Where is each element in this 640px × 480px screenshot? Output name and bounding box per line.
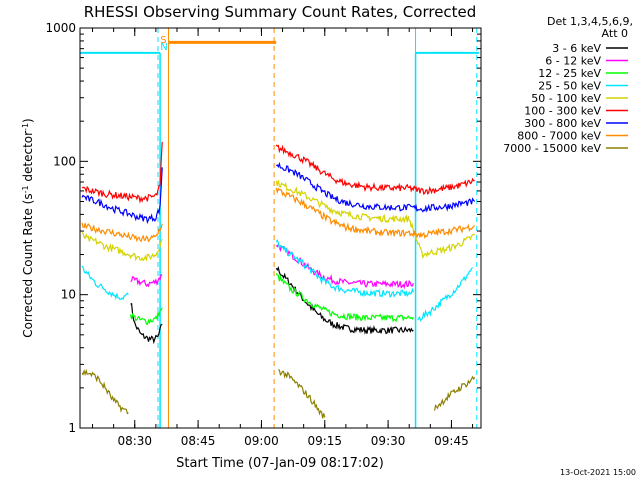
y-tick-label: 1000 [45,21,76,35]
series-line [81,222,163,243]
series-line [81,167,163,225]
x-tick-label: 08:45 [181,434,216,448]
legend-title-detectors: Det 1,3,4,5,6,9, [547,15,633,28]
series-line [275,187,476,240]
series-line [417,267,474,322]
series-line [434,375,476,411]
legend-entry-label: 6 - 12 keV [545,55,601,68]
series-line [130,274,163,288]
series-50-100-kev [81,180,476,262]
x-tick-label: 09:30 [371,434,406,448]
marker-label-n: N [160,42,167,53]
series-800-7000-kev [81,40,476,243]
series-25-50-kev [81,239,474,322]
series-line [278,369,326,419]
marker-label-s: S [160,35,166,46]
legend-entry-label: 300 - 800 keV [524,117,601,130]
series-line [129,307,163,326]
series-7000-15000-kev [81,368,476,419]
x-tick-label: 09:45 [434,434,469,448]
legend-entry-label: 7000 - 15000 keV [503,142,601,155]
x-axis-label: Start Time (07-Jan-09 08:17:02) [176,456,384,471]
series-line [81,232,163,262]
x-tick-label: 09:15 [307,434,342,448]
series-line [275,272,414,323]
series-line [81,368,129,415]
y-axis-label: Corrected Count Rate (s-1 detector-1) [21,118,36,337]
series-line [275,161,476,213]
y-tick-label: 10 [61,288,76,302]
series-12-25-kev [129,272,414,326]
series-100-300-kev [81,141,475,204]
plot-frame [79,27,482,429]
series-line [275,180,476,260]
series-line [275,144,475,196]
legend-entry-label: 12 - 25 keV [538,67,601,80]
x-tick-label: 09:00 [244,434,279,448]
series-line [81,141,163,204]
legend-entry-label: 50 - 100 keV [531,92,601,105]
legend-entry-label: 800 - 7000 keV [517,130,601,143]
y-tick-label: 100 [53,154,76,168]
legend-entry-label: 25 - 50 keV [538,80,601,93]
series-line [275,266,414,335]
series-300-800-kev [81,161,476,225]
series-line [275,239,414,298]
legend-entry-label: 100 - 300 keV [524,105,601,118]
legend-entry-label: 3 - 6 keV [552,42,601,55]
y-tick-label: 1 [68,421,76,435]
chart-title: RHESSI Observing Summary Count Rates, Co… [84,3,477,21]
legend-title-attenuator: Att 0 [602,27,628,40]
x-tick-label: 08:30 [117,434,152,448]
series-line [81,265,129,301]
footer-date: 13-Oct-2021 15:00 [560,468,636,477]
series-3-6-kev [130,266,414,345]
series-line [130,303,163,345]
